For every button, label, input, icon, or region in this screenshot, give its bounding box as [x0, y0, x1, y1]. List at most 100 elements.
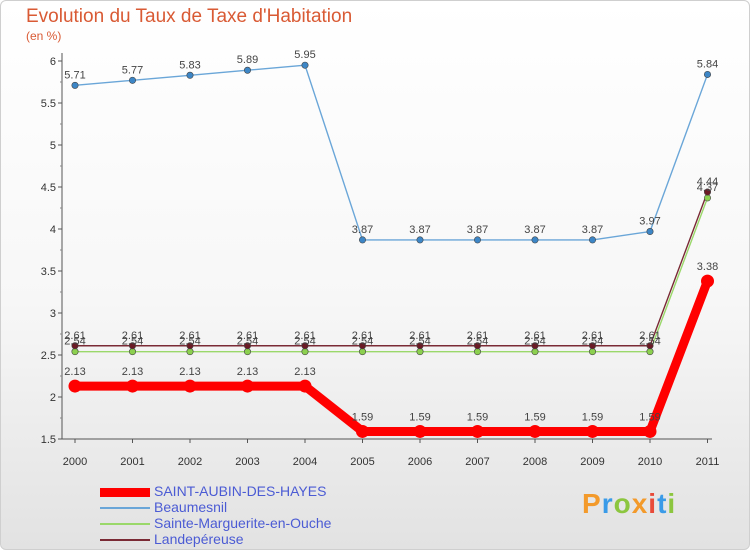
logo-letter: i: [667, 488, 677, 519]
data-label: 2.61: [639, 330, 660, 342]
legend-label: SAINT-AUBIN-DES-HAYES: [154, 483, 327, 499]
logo-letter: r: [601, 488, 614, 519]
data-label: 3.87: [524, 224, 545, 236]
x-tick-label: 2008: [523, 456, 547, 468]
data-point: [586, 424, 599, 438]
data-label: 2.54: [524, 336, 545, 348]
y-tick-label: 3.5: [41, 266, 56, 278]
data-point: [356, 424, 369, 438]
y-tick-label: 3: [50, 308, 56, 320]
data-label: 2.13: [237, 366, 258, 378]
data-label: 1.59: [352, 411, 373, 423]
data-labels: 5.71 5.77 5.83 5.89 5.95 3.87 3.87 3.87 3.87 3.87…: [64, 49, 718, 423]
x-tick-label: 2006: [408, 456, 432, 468]
data-point: [528, 424, 542, 438]
data-point: [643, 424, 657, 438]
data-point: [298, 379, 312, 393]
data-point: [358, 348, 366, 356]
x-tick-label: 2010: [638, 456, 662, 468]
y-tick-label: 2.5: [41, 350, 56, 362]
data-label: 2.54: [64, 336, 85, 348]
y-tick-label: 2: [50, 392, 56, 404]
data-point: [301, 348, 309, 356]
data-label: 2.54: [467, 336, 488, 348]
legend-label: Sainte-Marguerite-en-Ouche: [154, 515, 332, 531]
series-points: [68, 61, 714, 438]
data-point: [129, 348, 137, 356]
data-point: [531, 236, 539, 244]
data-point: [301, 61, 309, 69]
data-label: 2.54: [409, 336, 430, 348]
data-label: 2.61: [467, 330, 488, 342]
data-label: 5.95: [294, 49, 315, 61]
logo-letter: i: [648, 488, 658, 519]
data-label: 2.54: [294, 336, 315, 348]
data-label: 2.61: [294, 330, 315, 342]
data-label: 3.87: [352, 224, 373, 236]
data-point: [646, 342, 654, 350]
data-label: 2.61: [352, 330, 373, 342]
data-label: 2.61: [237, 330, 258, 342]
data-label: 2.13: [294, 366, 315, 378]
series-line-3: [74, 191, 709, 347]
logo-letter: t: [657, 488, 668, 519]
chart-title: Evolution du Taux de Taxe d'Habitation: [26, 6, 353, 27]
data-label: 3.87: [409, 224, 430, 236]
data-label: 5.83: [179, 59, 200, 71]
data-label: 2.61: [64, 330, 85, 342]
x-tick-label: 2003: [235, 456, 259, 468]
data-point: [703, 194, 711, 202]
data-point: [416, 342, 424, 350]
data-point: [129, 76, 137, 84]
data-label: 1.59: [467, 411, 488, 423]
series-line-1: [74, 64, 709, 241]
data-point: [244, 348, 252, 356]
data-point: [186, 71, 194, 79]
data-label: 2.54: [582, 336, 603, 348]
data-point: [703, 188, 711, 196]
data-point: [701, 274, 714, 288]
data-point: [301, 342, 309, 350]
axes: 1.5 2 2.5 3 3.5 4 4.5 5 5.5 6 2000 2001 2002 2003 2004…: [41, 53, 720, 468]
data-label: 3.38: [697, 261, 718, 273]
x-tick-label: 2004: [293, 456, 317, 468]
legend-label: Landepéreuse: [154, 531, 244, 547]
data-point: [241, 379, 254, 393]
data-label: 2.54: [179, 336, 200, 348]
data-point: [358, 342, 366, 350]
data-label: 2.61: [582, 330, 603, 342]
series-line-2: [74, 197, 709, 353]
logo-letter: P: [582, 488, 602, 519]
data-label: 2.61: [179, 330, 200, 342]
data-label: 2.13: [64, 366, 85, 378]
data-label: 5.71: [64, 69, 85, 81]
data-label: 2.13: [179, 366, 200, 378]
data-label: 1.59: [582, 411, 603, 423]
legend-label: Beaumesnil: [154, 499, 228, 515]
data-label: 5.84: [697, 58, 718, 70]
x-tick-label: 2001: [120, 456, 144, 468]
y-tick-label: 6: [50, 56, 56, 68]
data-label: 3.87: [467, 224, 488, 236]
data-label: 1.59: [409, 411, 430, 423]
y-tick-label: 1.5: [41, 434, 56, 446]
legend-swatch: [100, 539, 150, 541]
data-point: [703, 70, 711, 78]
data-point: [183, 379, 197, 393]
data-label: 2.61: [409, 330, 430, 342]
x-tick-label: 2011: [696, 456, 720, 468]
data-label: 4.37: [697, 182, 718, 194]
x-tick-label: 2000: [63, 456, 87, 468]
legend-swatch: [100, 507, 150, 509]
data-point: [358, 236, 366, 244]
data-point: [186, 342, 194, 350]
data-label: 2.54: [639, 336, 660, 348]
y-tick-label: 4.5: [41, 182, 56, 194]
data-label: 5.77: [122, 64, 143, 76]
data-point: [244, 342, 252, 350]
data-point: [473, 348, 481, 356]
data-point: [413, 424, 427, 438]
x-tick-label: 2009: [580, 456, 604, 468]
